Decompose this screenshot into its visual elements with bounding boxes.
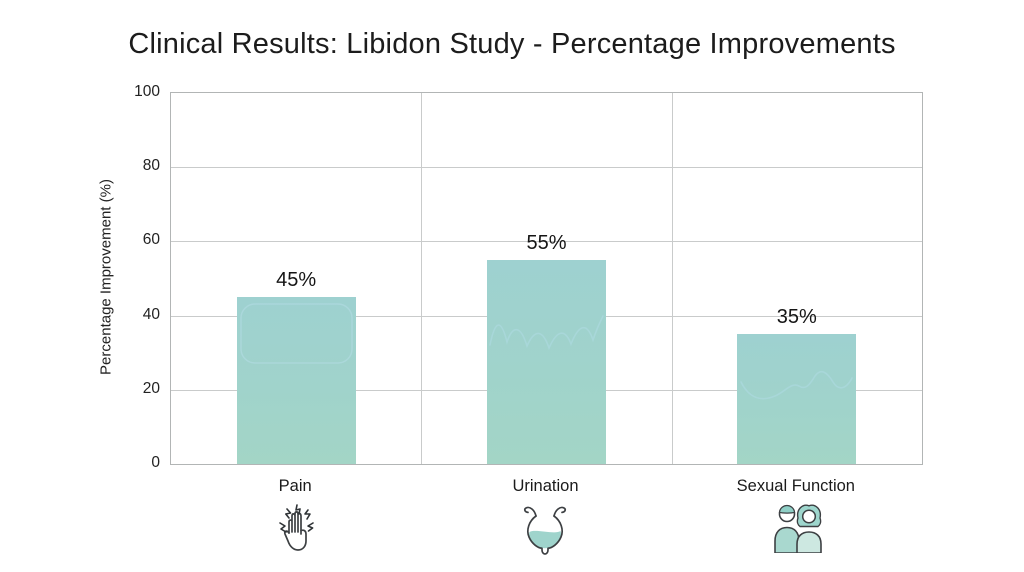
- bar-value-label: 45%: [276, 269, 317, 292]
- bar-value-label: 35%: [776, 306, 817, 329]
- bar-column: 45%: [171, 93, 421, 464]
- category-label: Urination: [512, 477, 579, 495]
- x-axis-cell: Sexual Function: [671, 464, 921, 553]
- y-tick-label: 80: [142, 157, 160, 175]
- bar-column: 35%: [672, 93, 922, 464]
- x-axis-cell: Urination: [420, 464, 670, 555]
- y-axis-ticks: 0 20 40 60 80 100: [0, 83, 160, 471]
- bar-value-label: 55%: [526, 231, 567, 254]
- y-tick-label: 20: [142, 379, 160, 397]
- bar: [236, 297, 356, 464]
- y-tick-label: 60: [142, 231, 160, 249]
- y-tick-label: 0: [151, 454, 160, 471]
- bar: [737, 334, 857, 464]
- x-axis-cell: Pain: [170, 464, 420, 553]
- plot-area: 45% 55% 35%: [170, 92, 923, 465]
- bladder-icon: [517, 501, 573, 555]
- column-divider: [671, 93, 673, 464]
- y-tick-label: 40: [142, 305, 160, 323]
- category-label: Pain: [278, 477, 312, 495]
- gridline: [171, 167, 922, 169]
- x-axis: Pain Urination Sexual Function: [170, 464, 921, 555]
- column-divider: [421, 93, 423, 464]
- category-label: Sexual Function: [736, 477, 855, 495]
- gridline: [171, 241, 922, 243]
- bar-column: 55%: [421, 93, 671, 464]
- couple-icon: [767, 501, 825, 553]
- bar: [486, 259, 606, 464]
- chart-title: Clinical Results: Libidon Study - Percen…: [128, 28, 896, 60]
- y-tick-label: 100: [134, 83, 160, 100]
- pain-hand-icon: [268, 501, 322, 553]
